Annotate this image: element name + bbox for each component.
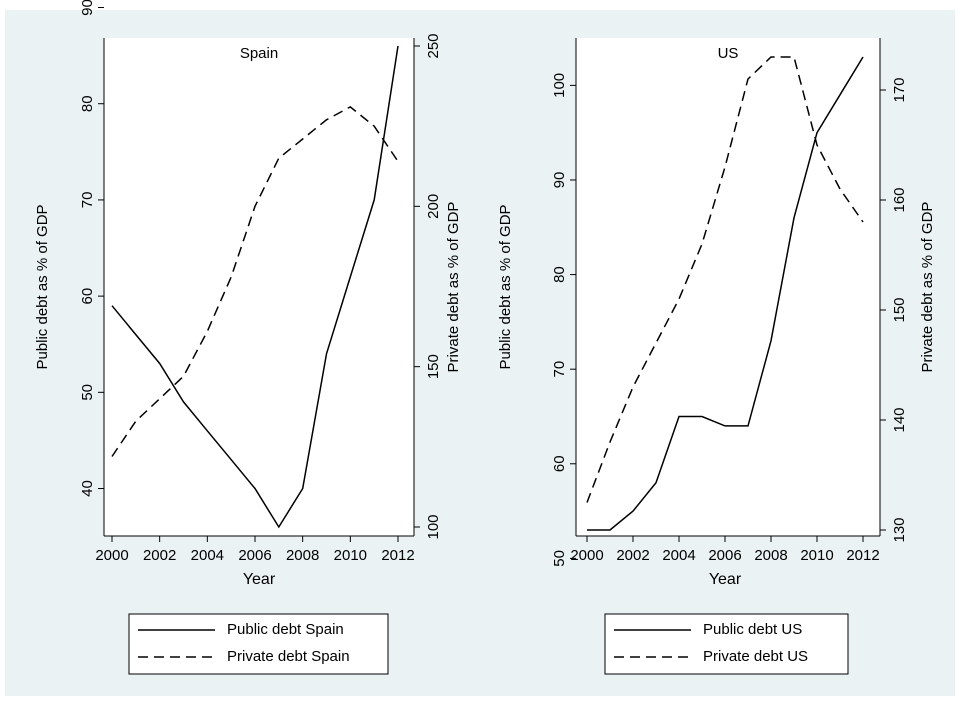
series-line-1	[586, 56, 864, 503]
right-tick-label-170: 170	[891, 77, 908, 102]
legend-box	[128, 613, 389, 675]
series-line-0	[587, 56, 864, 531]
chart-title: Spain	[240, 45, 278, 62]
right-tick-label-100: 100	[425, 514, 442, 539]
legend-label-1: Private debt Spain	[227, 648, 350, 665]
legend-label-1: Private debt US	[703, 648, 808, 665]
chart-us: 50 60 70 80 90 100 130 140 150 160 170 2000 2002 2004…	[497, 38, 936, 675]
left-tick-label-60: 60	[79, 288, 96, 305]
left-tick-label-50: 50	[79, 384, 96, 401]
y-right-axis-title: Private debt as % of GDP	[919, 202, 936, 373]
x-axis-title: Year	[243, 571, 276, 588]
right-tick-label-130: 130	[891, 517, 908, 542]
x-tick-label-2012: 2012	[846, 547, 879, 564]
x-tick-label-2006: 2006	[708, 547, 741, 564]
legend-box	[604, 613, 849, 675]
x-tick-label-2010: 2010	[334, 547, 367, 564]
x-tick-label-2002: 2002	[616, 547, 649, 564]
left-tick-label-90: 90	[551, 172, 568, 189]
left-tick-label-50: 50	[551, 550, 568, 567]
left-tick-label-70: 70	[551, 361, 568, 378]
x-axis-title: Year	[709, 571, 742, 588]
legend-label-0: Public debt US	[703, 621, 802, 638]
y-left-axis-title: Public debt as % of GDP	[34, 204, 51, 369]
right-tick-label-160: 160	[891, 187, 908, 212]
x-tick-label-2006: 2006	[238, 547, 271, 564]
x-tick-label-2000: 2000	[95, 547, 128, 564]
x-tick-label-2010: 2010	[800, 547, 833, 564]
left-tick-label-80: 80	[79, 95, 96, 112]
plot-area	[576, 38, 880, 536]
left-tick-label-60: 60	[551, 455, 568, 472]
x-tick-label-2012: 2012	[381, 547, 414, 564]
left-tick-label-40: 40	[79, 480, 96, 497]
chart-title: US	[718, 45, 739, 62]
chart-spain: 40 50 60 70 80 90 100 150 200 250 2000 2002 2004 2006…	[34, 0, 462, 675]
x-tick-label-2004: 2004	[191, 547, 224, 564]
y-left-axis-title: Public debt as % of GDP	[497, 204, 514, 369]
series-line-0	[111, 45, 399, 529]
plot-area	[104, 38, 414, 536]
series-line-1	[111, 106, 399, 457]
left-tick-label-80: 80	[551, 266, 568, 283]
x-tick-label-2008: 2008	[286, 547, 319, 564]
y-right-axis-title: Private debt as % of GDP	[445, 202, 462, 373]
left-tick-label-90: 90	[79, 0, 96, 16]
x-tick-label-2008: 2008	[754, 547, 787, 564]
legend-label-0: Public debt Spain	[227, 621, 344, 638]
right-tick-label-150: 150	[891, 297, 908, 322]
right-tick-label-250: 250	[425, 33, 442, 58]
right-tick-label-150: 150	[425, 354, 442, 379]
left-tick-label-70: 70	[79, 192, 96, 209]
right-tick-label-200: 200	[425, 194, 442, 219]
right-tick-label-140: 140	[891, 407, 908, 432]
x-tick-label-2000: 2000	[570, 547, 603, 564]
x-tick-label-2002: 2002	[143, 547, 176, 564]
left-tick-label-100: 100	[551, 73, 568, 98]
x-tick-label-2004: 2004	[662, 547, 695, 564]
